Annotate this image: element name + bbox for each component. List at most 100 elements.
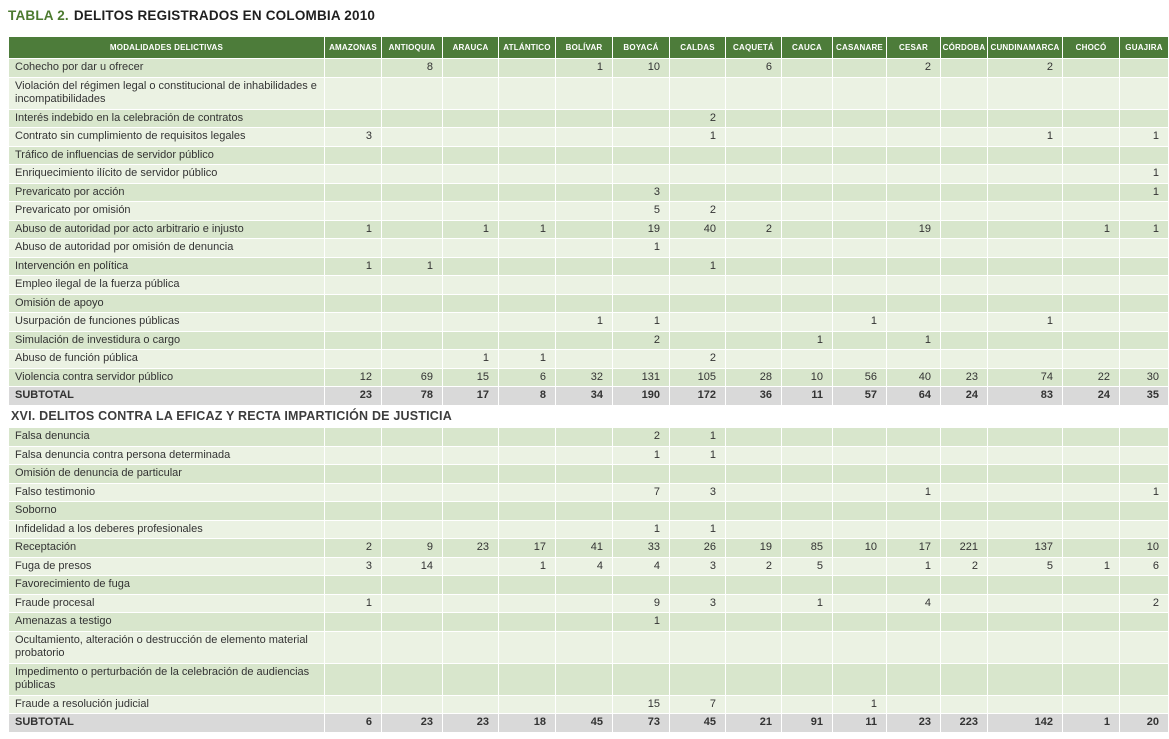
- cell-caldas: [669, 330, 726, 350]
- table-row: Fraude a resolución judicial 15 7 1: [8, 694, 1169, 714]
- cell-caldas: 1: [669, 427, 726, 447]
- cell-antioquia: 69: [381, 367, 443, 387]
- row-label: Omisión de denuncia de particular: [8, 464, 325, 484]
- cell-choco: [1062, 694, 1120, 714]
- cell-guajira: 1: [1119, 164, 1169, 184]
- cell-guajira: 35: [1119, 386, 1169, 406]
- cell-boyaca: 33: [612, 538, 670, 558]
- cell-caqueta: 2: [725, 556, 782, 576]
- cell-cesar: 17: [886, 538, 941, 558]
- table-row: Prevaricato por omisión 5 2: [8, 201, 1169, 221]
- cell-antioquia: 9: [381, 538, 443, 558]
- cell-cauca: [781, 694, 833, 714]
- cell-caldas: 3: [669, 593, 726, 613]
- cell-boyaca: 10: [612, 58, 670, 78]
- cell-amazonas: [324, 630, 382, 664]
- cell-cundinamarca: [987, 501, 1063, 521]
- cell-amazonas: [324, 575, 382, 595]
- cell-choco: [1062, 330, 1120, 350]
- cell-choco: [1062, 238, 1120, 258]
- cell-choco: 1: [1062, 556, 1120, 576]
- cell-guajira: [1119, 256, 1169, 276]
- cell-cauca: [781, 145, 833, 165]
- cell-caldas: [669, 58, 726, 78]
- cell-boyaca: 9: [612, 593, 670, 613]
- cell-atlantico: [498, 275, 556, 295]
- cell-cordoba: [940, 238, 988, 258]
- cell-cundinamarca: 142: [987, 713, 1063, 733]
- cell-guajira: [1119, 612, 1169, 632]
- cell-antioquia: [381, 593, 443, 613]
- cell-cauca: [781, 293, 833, 313]
- cell-choco: [1062, 445, 1120, 465]
- cell-caqueta: [725, 593, 782, 613]
- cell-cordoba: 223: [940, 713, 988, 733]
- row-label: Fuga de presos: [8, 556, 325, 576]
- cell-casanare: [832, 108, 887, 128]
- cell-boyaca: 1: [612, 612, 670, 632]
- cell-guajira: 20: [1119, 713, 1169, 733]
- row-label: Falso testimonio: [8, 482, 325, 502]
- cell-amazonas: [324, 275, 382, 295]
- table-row: Omisión de apoyo: [8, 293, 1169, 313]
- cell-cauca: [781, 201, 833, 221]
- cell-amazonas: [324, 76, 382, 110]
- cell-guajira: [1119, 575, 1169, 595]
- cell-casanare: [832, 330, 887, 350]
- cell-cundinamarca: [987, 238, 1063, 258]
- cell-boyaca: 1: [612, 312, 670, 332]
- cell-caldas: 2: [669, 108, 726, 128]
- cell-guajira: [1119, 293, 1169, 313]
- cell-cundinamarca: [987, 593, 1063, 613]
- cell-guajira: [1119, 519, 1169, 539]
- cell-antioquia: [381, 108, 443, 128]
- cell-arauca: [442, 464, 499, 484]
- cell-amazonas: 23: [324, 386, 382, 406]
- cell-cauca: [781, 58, 833, 78]
- cell-caldas: [669, 612, 726, 632]
- cell-choco: [1062, 427, 1120, 447]
- cell-caqueta: [725, 630, 782, 664]
- cell-bolivar: [555, 145, 613, 165]
- cell-arauca: 15: [442, 367, 499, 387]
- cell-caqueta: [725, 501, 782, 521]
- cell-arauca: [442, 330, 499, 350]
- cell-atlantico: [498, 575, 556, 595]
- cell-cundinamarca: [987, 293, 1063, 313]
- cell-choco: [1062, 127, 1120, 147]
- cell-bolivar: [555, 482, 613, 502]
- cell-cesar: [886, 127, 941, 147]
- cell-arauca: [442, 76, 499, 110]
- cell-choco: 1: [1062, 713, 1120, 733]
- cell-cauca: [781, 219, 833, 239]
- cell-arauca: [442, 145, 499, 165]
- cell-caldas: 3: [669, 556, 726, 576]
- cell-antioquia: [381, 145, 443, 165]
- cell-bolivar: [555, 694, 613, 714]
- cell-boyaca: 4: [612, 556, 670, 576]
- column-header-cesar: CESAR: [886, 36, 941, 59]
- cell-antioquia: [381, 312, 443, 332]
- subtotal-row: SUBTOTAL 23 78 17 8 34 190 172 36 11 57 64 24 83 24 35: [8, 386, 1169, 406]
- cell-casanare: [832, 556, 887, 576]
- cell-cauca: 5: [781, 556, 833, 576]
- page-title: TABLA 2. DELITOS REGISTRADOS EN COLOMBIA …: [8, 8, 1161, 23]
- cell-boyaca: [612, 256, 670, 276]
- cell-caldas: 2: [669, 201, 726, 221]
- cell-arauca: [442, 182, 499, 202]
- row-label: Intervención en política: [8, 256, 325, 276]
- cell-caqueta: [725, 575, 782, 595]
- cell-caqueta: [725, 445, 782, 465]
- cell-bolivar: [555, 275, 613, 295]
- cell-amazonas: 1: [324, 219, 382, 239]
- cell-atlantico: [498, 108, 556, 128]
- cell-guajira: 1: [1119, 219, 1169, 239]
- row-label: SUBTOTAL: [8, 386, 325, 406]
- cell-choco: 1: [1062, 219, 1120, 239]
- cell-amazonas: [324, 201, 382, 221]
- cell-bolivar: 45: [555, 713, 613, 733]
- table-row: Falsa denuncia contra persona determinad…: [8, 445, 1169, 465]
- cell-guajira: [1119, 464, 1169, 484]
- cell-casanare: [832, 238, 887, 258]
- cell-bolivar: [555, 76, 613, 110]
